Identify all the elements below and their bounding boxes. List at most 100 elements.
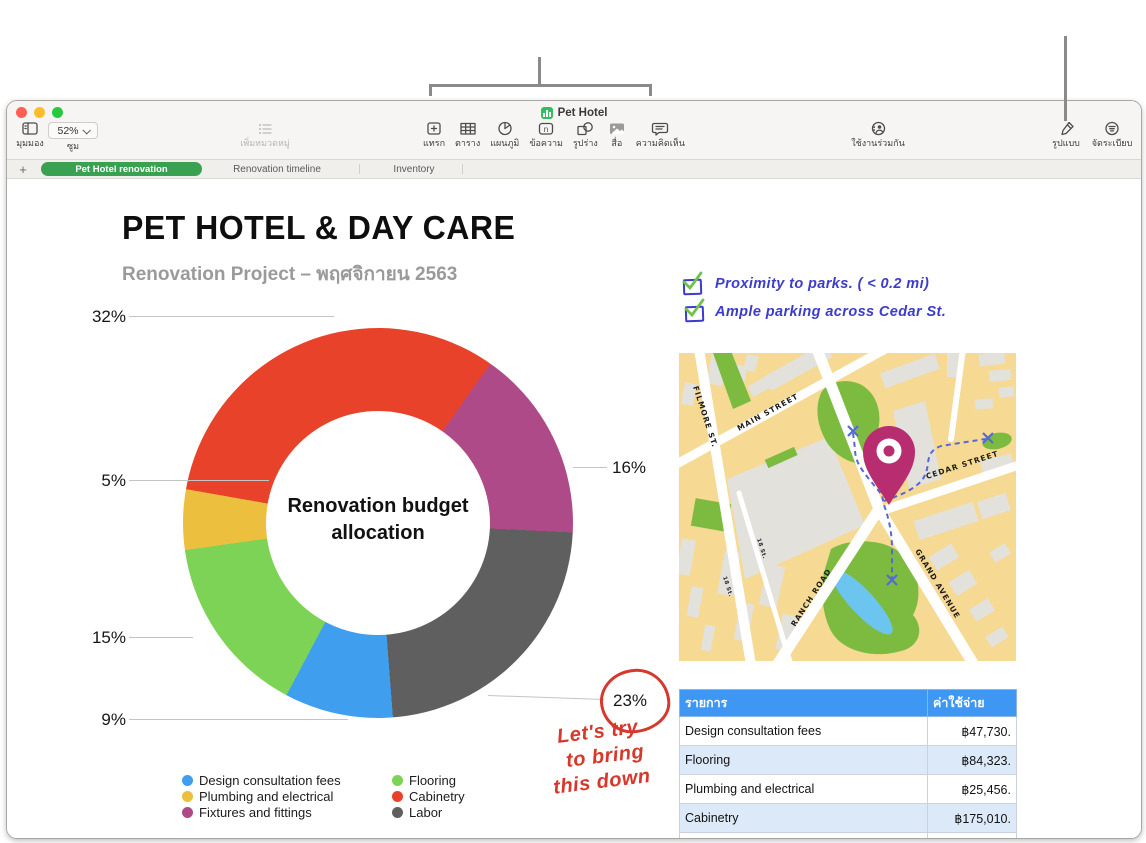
numbers-doc-icon [540,106,553,119]
legend-label: Cabinetry [409,789,465,804]
sidebar-view-icon [22,122,38,135]
map-pin [863,426,915,505]
pct-label-flooring: 15% [91,628,126,647]
svg-text:n: n [544,125,549,134]
tab-separator [462,164,463,174]
tab-renovation-timeline[interactable]: Renovation timeline [233,163,321,175]
donut-hole [266,411,490,635]
pct-label-cabinetry: 32% [91,307,126,326]
legend-label: Labor [409,805,443,820]
table-row[interactable]: Design consultation fees ฿47,730. [679,716,1017,746]
leader-line [129,316,334,317]
annotation-note: Let's try to bring this down [552,716,652,799]
shapes-icon [577,122,594,136]
add-sheet-button[interactable]: + [19,161,27,177]
list-icon [259,124,272,134]
toolbar: Pet Hotel มุมมอง 52% ซูม เพิ่มหมวดหมู่ แ… [7,101,1141,160]
organize-icon [1105,121,1119,136]
insert-button[interactable]: แทรก [423,121,445,148]
callout-bracket-line [429,84,652,87]
collaborate-button[interactable]: ใช้งานร่วมกัน [835,121,921,148]
route-dashed-path [852,432,986,579]
callout-bracket-left-tick [429,84,432,96]
callout-stem-line [538,57,541,85]
chart-button[interactable]: แผนภูมิ [490,121,519,148]
pct-label-design: 9% [101,710,126,729]
legend-swatch [182,775,193,786]
legend-label: Fixtures and fittings [199,805,312,820]
zoom-window-button[interactable] [52,107,63,118]
text-button[interactable]: n ข้อความ [529,121,563,148]
checklist-item: Ample parking across Cedar St. [715,304,947,320]
leader-line [573,467,607,468]
table-row[interactable]: Fixtures and fittings฿89,096. [679,832,1017,838]
pin-dot [883,445,895,457]
checklist-item: Proximity to parks. ( < 0.2 mi) [715,276,930,292]
photo-icon [609,123,624,134]
checkmark-icon [684,298,705,318]
legend-swatch [182,807,193,818]
legend-label: Design consultation fees [199,773,341,788]
shape-button[interactable]: รูปร่าง [573,121,598,148]
cost-table[interactable]: รายการ ค่าใช้จ่าย Design consultation fe… [679,689,1017,838]
table-row[interactable]: Cabinetry ฿175,010. [679,803,1017,833]
table-icon [459,122,476,135]
leader-line [129,480,269,481]
callout-bracket-right-tick [649,84,652,96]
leader-line [129,719,348,720]
tab-inventory[interactable]: Inventory [393,163,435,175]
route-x-marks [847,425,994,586]
legend-swatch [392,775,403,786]
collaborate-icon [871,121,886,136]
media-button[interactable]: สื่อ [608,121,626,148]
pct-label-fixtures: 16% [612,458,647,477]
callout-format-line [1064,36,1067,121]
add-category-button[interactable]: เพิ่มหมวดหมู่ [225,121,305,148]
window-title: Pet Hotel [7,105,1141,120]
leader-line [129,637,193,638]
sheet-canvas[interactable]: PET HOTEL & DAY CARE Renovation Project … [7,179,1141,838]
view-button[interactable]: มุมมอง [11,121,49,148]
paintbrush-icon [1061,121,1074,136]
window-title-text: Pet Hotel [557,106,608,119]
format-button[interactable]: รูปแบบ [1043,121,1089,148]
minimize-button[interactable] [34,107,45,118]
neighborhood-map[interactable]: FILMORE ST. MAIN STREET CEDAR STREET GRA… [679,353,1016,661]
pin-body [863,426,915,505]
pct-label-plumbing: 5% [101,471,126,490]
zoom-control[interactable]: 52% ซูม [48,122,98,151]
comment-bubble-icon [652,122,669,136]
close-button[interactable] [16,107,27,118]
table-header-row: รายการ ค่าใช้จ่าย [679,689,1017,717]
pie-chart-icon [498,121,512,136]
table-row[interactable]: Flooring ฿84,323. [679,745,1017,775]
sheet-tabbar: + Pet Hotel renovation Renovation timeli… [7,160,1141,179]
comment-button[interactable]: ความคิดเห็น [636,121,685,148]
insert-icon [427,122,441,135]
pct-label-labor: 23% [613,691,648,710]
map-buildings [679,353,1015,653]
map-route [847,425,994,586]
column-header-item[interactable]: รายการ [679,689,928,717]
checkmark-icon [682,271,703,291]
legend-swatch [392,791,403,802]
map-roads [679,353,1016,661]
zoom-dropdown[interactable]: 52% [48,122,98,139]
organize-button[interactable]: จัดระเบียบ [1087,121,1137,148]
chart-title: Renovation budget allocation [287,495,469,544]
table-button[interactable]: ตาราง [455,121,480,148]
app-window: Pet Hotel มุมมอง 52% ซูม เพิ่มหมวดหมู่ แ… [6,100,1142,839]
tab-separator [359,164,360,174]
table-row[interactable]: Plumbing and electrical ฿25,456. [679,774,1017,804]
legend-label: Plumbing and electrical [199,789,334,804]
tab-pet-hotel-renovation[interactable]: Pet Hotel renovation [41,162,202,176]
column-header-cost[interactable]: ค่าใช้จ่าย [927,689,1017,717]
legend-swatch [392,807,403,818]
map-pond [831,569,893,635]
legend-swatch [182,791,193,802]
sheet-title: PET HOTEL & DAY CARE [122,209,516,246]
sheet-subtitle: Renovation Project – พฤศจิกายน 2563 [122,264,458,285]
toolbar-center-group: แทรก ตาราง แผนภูมิ n ข้อความ รูปร่าง [423,121,685,148]
chevron-down-icon [81,125,91,135]
